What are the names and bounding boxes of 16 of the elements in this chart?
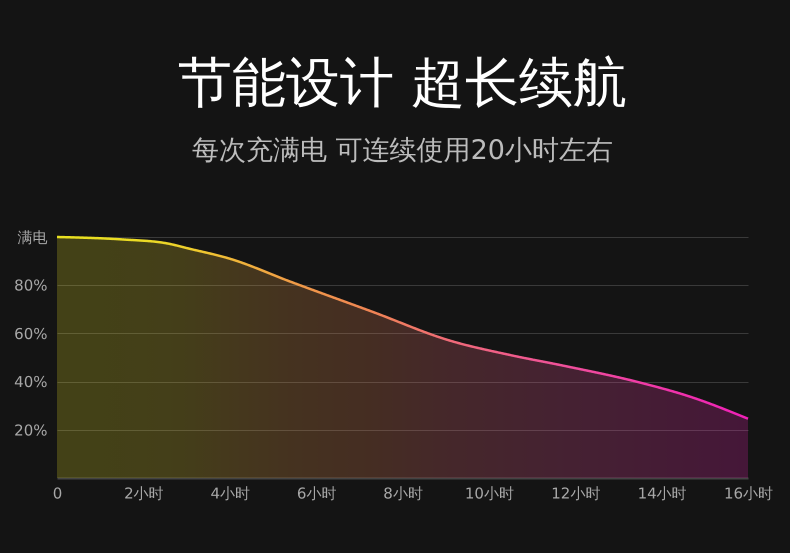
x-tick-label: 0: [52, 484, 62, 502]
chart-title: 节能设计 超长续航: [178, 51, 628, 114]
x-tick-label: 8小时: [383, 484, 423, 502]
y-tick-label: 20%: [14, 421, 48, 440]
x-tick-label: 2小时: [124, 484, 164, 502]
x-tick-label: 16小时: [724, 484, 774, 502]
y-tick-label: 80%: [14, 276, 48, 295]
chart-subtitle: 每次充满电 可连续使用20小时左右: [192, 135, 613, 166]
y-tick-label: 60%: [14, 324, 48, 343]
x-tick-label: 12小时: [551, 484, 600, 502]
x-tick-label: 4小时: [210, 484, 250, 502]
x-tick-label: 6小时: [296, 484, 336, 502]
y-tick-label: 40%: [14, 373, 48, 392]
x-tick-label: 10小时: [464, 484, 514, 502]
y-tick-label: 满电: [18, 228, 48, 246]
x-tick-label: 14小时: [638, 484, 687, 502]
